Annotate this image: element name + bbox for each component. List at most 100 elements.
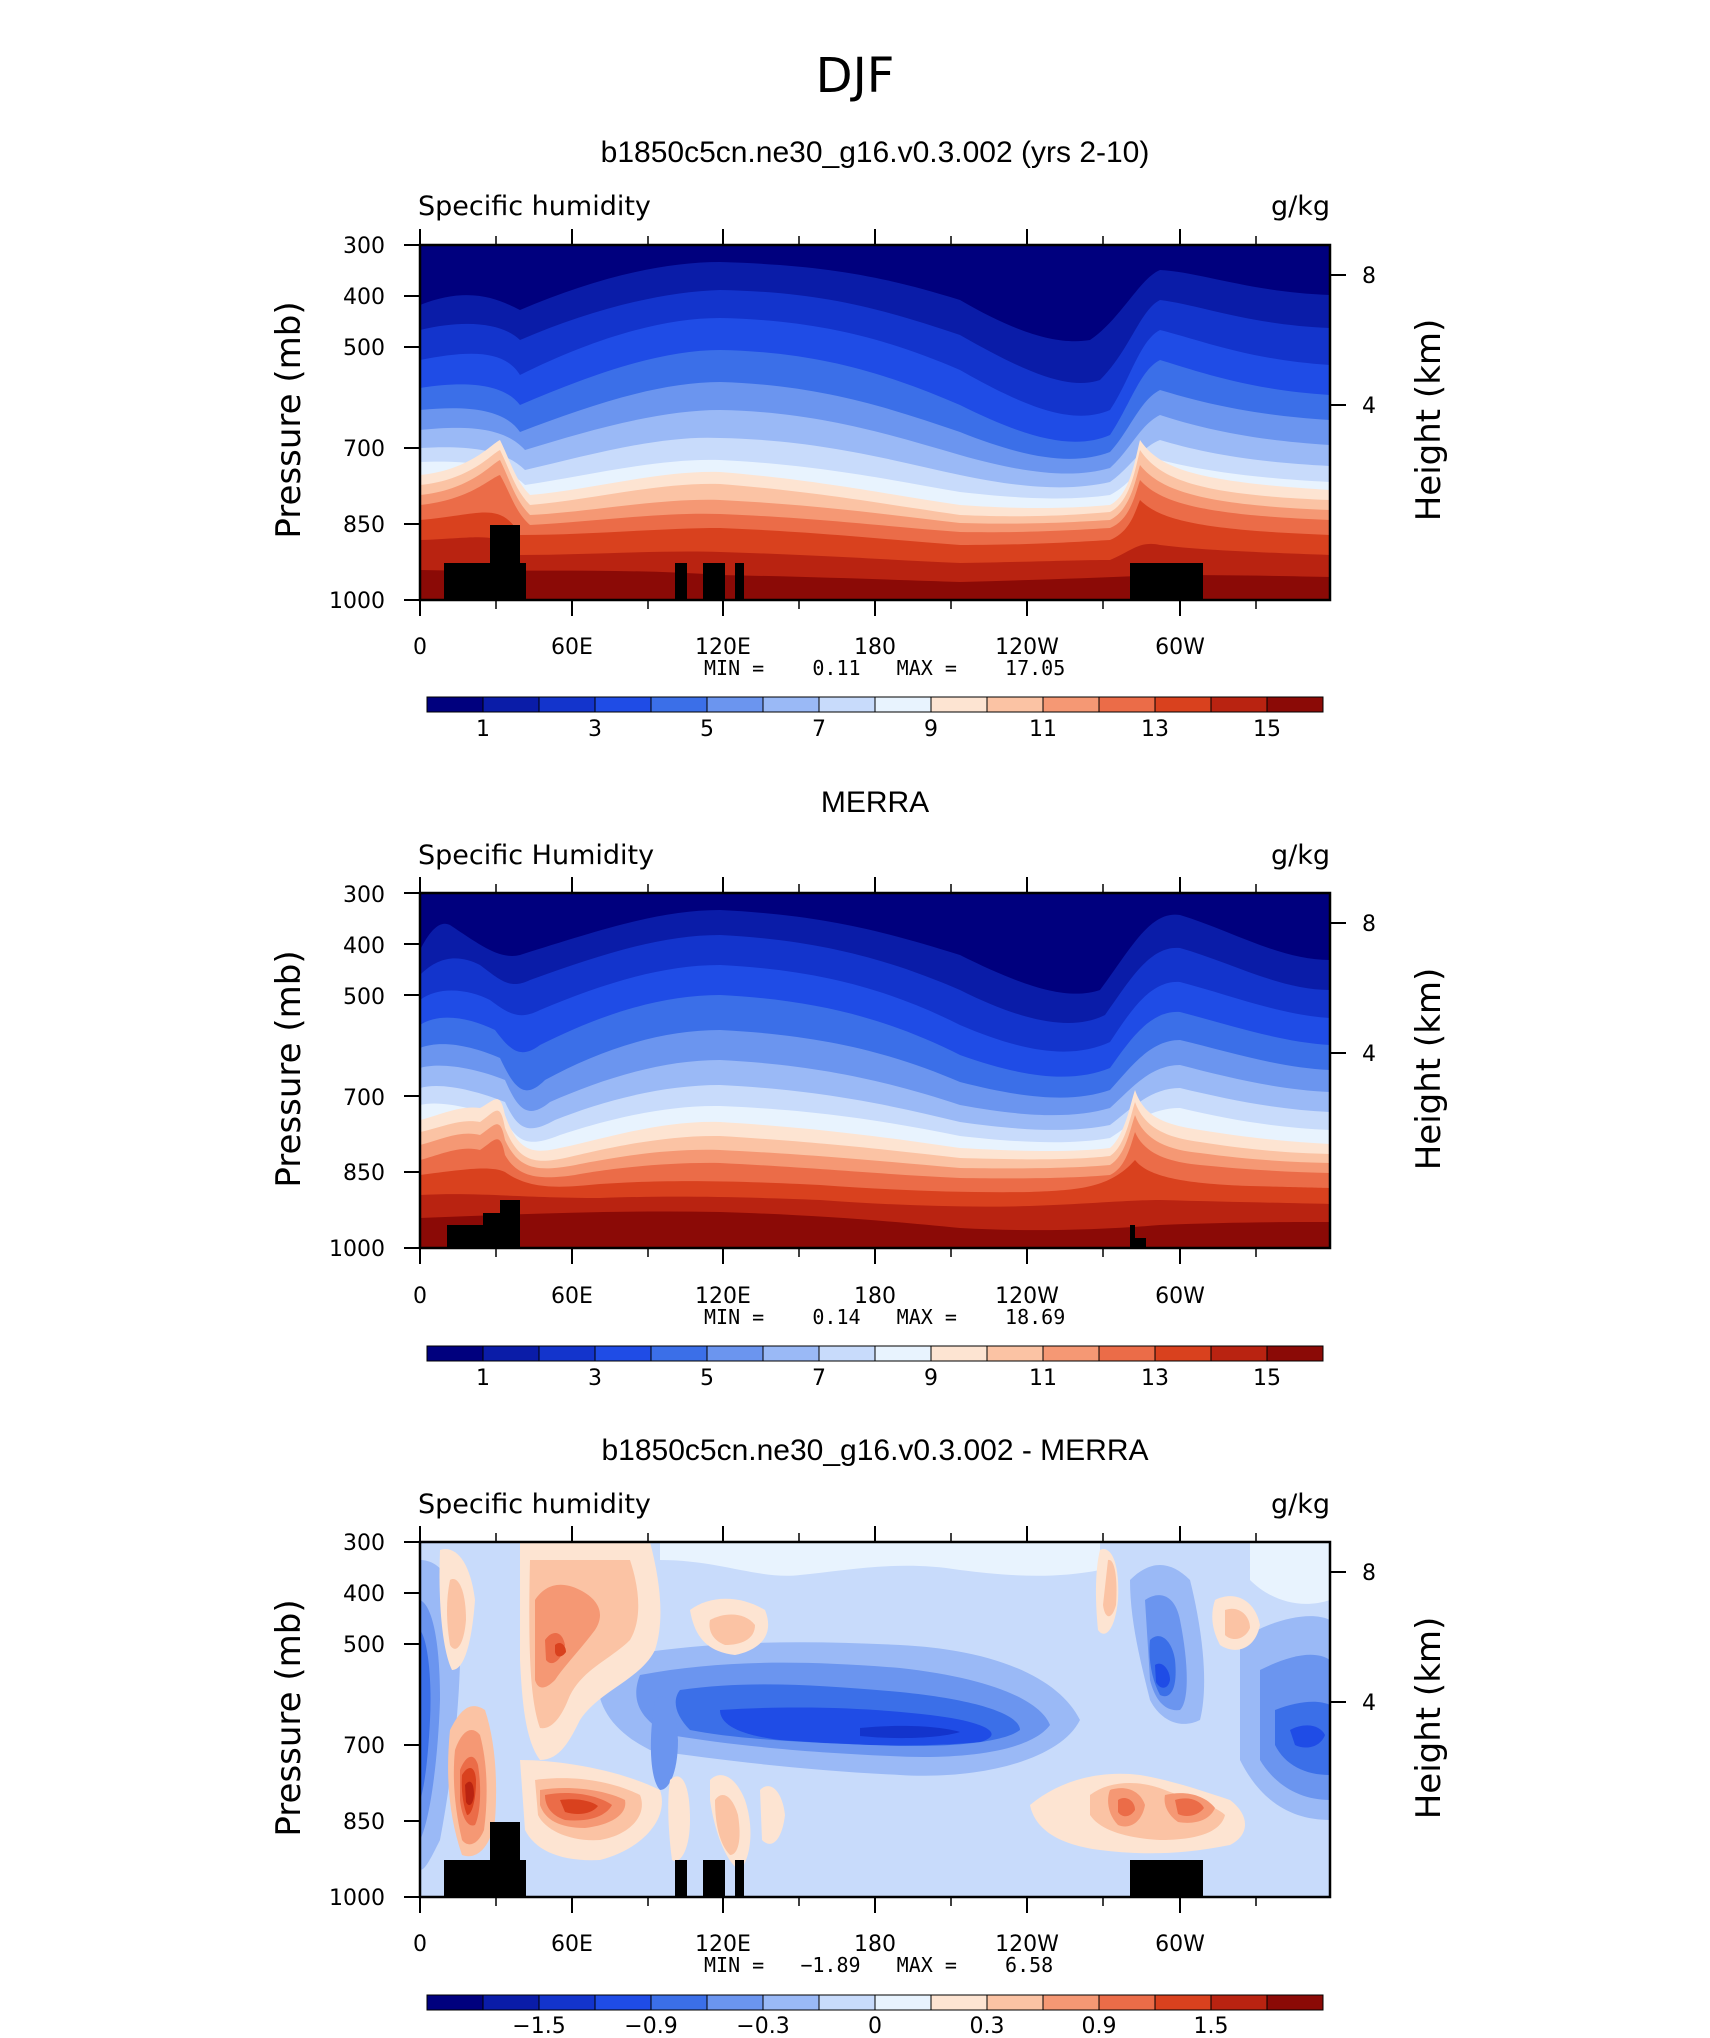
colorbar bbox=[426, 1994, 1324, 2011]
colorbar-swatch bbox=[874, 1345, 932, 1362]
colorbar-swatch bbox=[1042, 1994, 1100, 2011]
colorbar-swatch bbox=[818, 696, 876, 713]
colorbar-label: 13 bbox=[1141, 717, 1169, 742]
colorbar-label: 5 bbox=[700, 1366, 714, 1391]
y-right-tick-label: 4 bbox=[1362, 1042, 1376, 1067]
x-tick-label: 180 bbox=[854, 1932, 896, 1957]
x-tick-labels: 0 60E 120E 180 120W 60W bbox=[413, 1932, 1205, 1957]
colorbar-swatch bbox=[482, 1345, 540, 1362]
x-tick-label: 60W bbox=[1155, 1284, 1205, 1309]
colorbar-swatch bbox=[1266, 1994, 1324, 2011]
colorbar-swatch bbox=[426, 1994, 484, 2011]
contour-field bbox=[420, 245, 1330, 600]
stats-label: MIN = −1.89 MAX = 6.58 bbox=[704, 1953, 1053, 1977]
colorbar-swatch bbox=[762, 1345, 820, 1362]
y-tick-label: 300 bbox=[343, 234, 385, 259]
stats-label: MIN = 0.14 MAX = 18.69 bbox=[704, 1305, 1065, 1329]
y-tick-labels: 300 400 500 700 850 1000 bbox=[329, 883, 385, 1262]
contour-field bbox=[420, 1542, 1330, 1897]
colorbar-label: 0.9 bbox=[1082, 2014, 1117, 2038]
x-tick-label: 60E bbox=[551, 1284, 593, 1309]
colorbar-swatch bbox=[594, 1345, 652, 1362]
colorbar-swatch bbox=[538, 1345, 596, 1362]
variable-label: Specific humidity bbox=[418, 191, 651, 222]
variable-label: Specific humidity bbox=[418, 1489, 651, 1520]
colorbar-label: 11 bbox=[1029, 1366, 1057, 1391]
y-tick-label: 850 bbox=[343, 1161, 385, 1186]
colorbar-label: 0.3 bbox=[970, 2014, 1005, 2038]
units-label: g/kg bbox=[1271, 1489, 1330, 1520]
x-tick-label: 60W bbox=[1155, 635, 1205, 660]
y-tick-label: 500 bbox=[343, 985, 385, 1010]
colorbar-swatch bbox=[930, 1994, 988, 2011]
panel-model: b1850c5cn.ne30_g16.v0.3.002 (yrs 2-10) S… bbox=[269, 136, 1449, 742]
y-axis-label: Pressure (mb) bbox=[269, 301, 309, 538]
colorbar-swatch bbox=[482, 696, 540, 713]
y-right-tick-label: 8 bbox=[1362, 1561, 1376, 1586]
colorbar-labels: −1.5 −0.9 −0.3 0 0.3 0.9 1.5 bbox=[512, 2014, 1228, 2038]
y-tick-label: 500 bbox=[343, 1633, 385, 1658]
panel-title: b1850c5cn.ne30_g16.v0.3.002 - MERRA bbox=[601, 1434, 1148, 1467]
y-tick-label: 300 bbox=[343, 1531, 385, 1556]
x-tick-label: 120E bbox=[695, 1932, 751, 1957]
x-tick-label: 120W bbox=[995, 635, 1059, 660]
contour-field bbox=[420, 893, 1330, 1248]
y-tick-labels: 300 400 500 700 850 1000 bbox=[329, 1531, 385, 1911]
colorbar-label: 15 bbox=[1253, 717, 1281, 742]
colorbar-swatch bbox=[1266, 1345, 1324, 1362]
colorbar-label: 1.5 bbox=[1194, 2014, 1229, 2038]
x-tick-label: 180 bbox=[854, 635, 896, 660]
colorbar-swatch bbox=[874, 1994, 932, 2011]
colorbar-swatch bbox=[1210, 1994, 1268, 2011]
colorbar-swatch bbox=[426, 696, 484, 713]
colorbar-swatch bbox=[930, 696, 988, 713]
colorbar-swatch bbox=[706, 1345, 764, 1362]
y-tick-label: 700 bbox=[343, 437, 385, 462]
colorbar-label: 7 bbox=[812, 1366, 826, 1391]
colorbar-swatch bbox=[874, 696, 932, 713]
y-axis-right-label: Height (km) bbox=[1409, 1617, 1449, 1820]
colorbar-label: 7 bbox=[812, 717, 826, 742]
colorbar-swatch bbox=[1154, 1345, 1212, 1362]
stats-label: MIN = 0.11 MAX = 17.05 bbox=[704, 656, 1065, 680]
x-tick-label: 0 bbox=[413, 1284, 427, 1309]
colorbar-label: 9 bbox=[924, 1366, 938, 1391]
x-tick-label: 60E bbox=[551, 1932, 593, 1957]
colorbar-swatch bbox=[706, 696, 764, 713]
y-tick-label: 700 bbox=[343, 1086, 385, 1111]
panel-title: b1850c5cn.ne30_g16.v0.3.002 (yrs 2-10) bbox=[601, 136, 1150, 169]
panel-difference: b1850c5cn.ne30_g16.v0.3.002 - MERRA Spec… bbox=[269, 1434, 1449, 2038]
colorbar-swatch bbox=[426, 1345, 484, 1362]
x-tick-label: 120W bbox=[995, 1284, 1059, 1309]
colorbar-swatch bbox=[650, 696, 708, 713]
colorbar-swatch bbox=[482, 1994, 540, 2011]
y-axis-right-label: Height (km) bbox=[1409, 319, 1449, 522]
y-right-tick-label: 8 bbox=[1362, 912, 1376, 937]
colorbar-swatch bbox=[818, 1994, 876, 2011]
x-tick-labels: 0 60E 120E 180 120W 60W bbox=[413, 635, 1205, 660]
y-tick-label: 400 bbox=[343, 1582, 385, 1607]
y-axis-label: Pressure (mb) bbox=[269, 950, 309, 1187]
x-tick-label: 180 bbox=[854, 1284, 896, 1309]
variable-label: Specific Humidity bbox=[418, 840, 654, 871]
units-label: g/kg bbox=[1271, 840, 1330, 871]
colorbar-label: 5 bbox=[700, 717, 714, 742]
colorbar-swatch bbox=[1266, 696, 1324, 713]
x-tick-label: 0 bbox=[413, 1932, 427, 1957]
colorbar-label: −0.9 bbox=[624, 2014, 677, 2038]
colorbar-label: 1 bbox=[476, 1366, 490, 1391]
x-tick-label: 0 bbox=[413, 635, 427, 660]
y-right-tick-label: 4 bbox=[1362, 1691, 1376, 1716]
x-tick-label: 60E bbox=[551, 635, 593, 660]
y-tick-label: 1000 bbox=[329, 1237, 385, 1262]
y-tick-label: 400 bbox=[343, 285, 385, 310]
y-tick-label: 850 bbox=[343, 513, 385, 538]
y-right-tick-label: 4 bbox=[1362, 394, 1376, 419]
y-right-tick-label: 8 bbox=[1362, 264, 1376, 289]
colorbar bbox=[426, 1345, 1324, 1362]
panel-merra: MERRA Specific Humidity g/kg Pressure (m… bbox=[269, 786, 1449, 1391]
colorbar-labels: 1 3 5 7 9 11 13 15 bbox=[476, 717, 1281, 742]
y-tick-label: 500 bbox=[343, 336, 385, 361]
colorbar-swatch bbox=[1210, 1345, 1268, 1362]
